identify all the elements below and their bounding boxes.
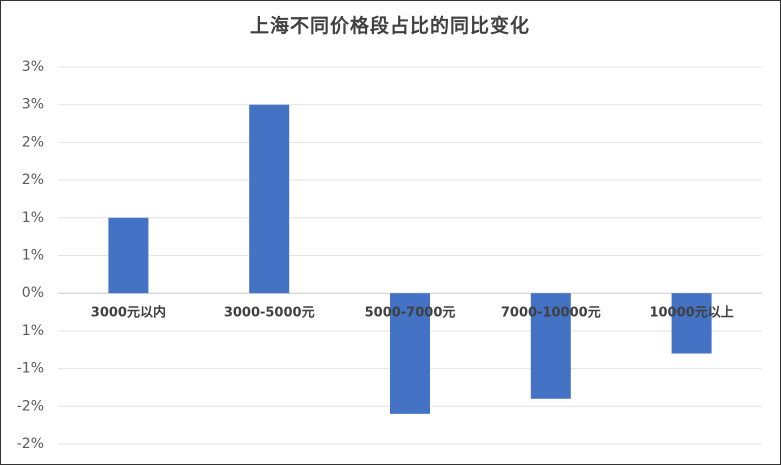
bar: [249, 104, 290, 294]
y-tick-label: 0%: [22, 285, 44, 301]
bar: [530, 293, 571, 399]
y-tick-label: -1%: [17, 361, 44, 377]
bar: [390, 293, 430, 414]
bar: [671, 293, 712, 354]
y-tick-label: 2%: [22, 172, 44, 188]
x-tick-label: 7000-10000元: [501, 306, 601, 321]
y-tick-label: -2%: [17, 436, 44, 452]
y-tick-label: 1%: [22, 323, 44, 339]
x-tick-label: 3000元以内: [91, 305, 166, 321]
x-tick-label: 10000元以上: [649, 306, 733, 321]
y-tick-label: 1%: [22, 248, 44, 264]
y-tick-label: 1%: [22, 210, 44, 226]
y-tick-label: 3%: [22, 59, 44, 75]
y-tick-label: 2%: [22, 134, 44, 150]
x-tick-label: 3000-5000元: [224, 306, 315, 321]
y-tick-label: -2%: [17, 398, 44, 414]
chart-title: 上海不同价格段占比的同比变化: [250, 14, 530, 37]
x-tick-label: 5000-7000元: [365, 306, 456, 321]
bar: [108, 217, 149, 294]
y-tick-label: 3%: [22, 97, 44, 113]
